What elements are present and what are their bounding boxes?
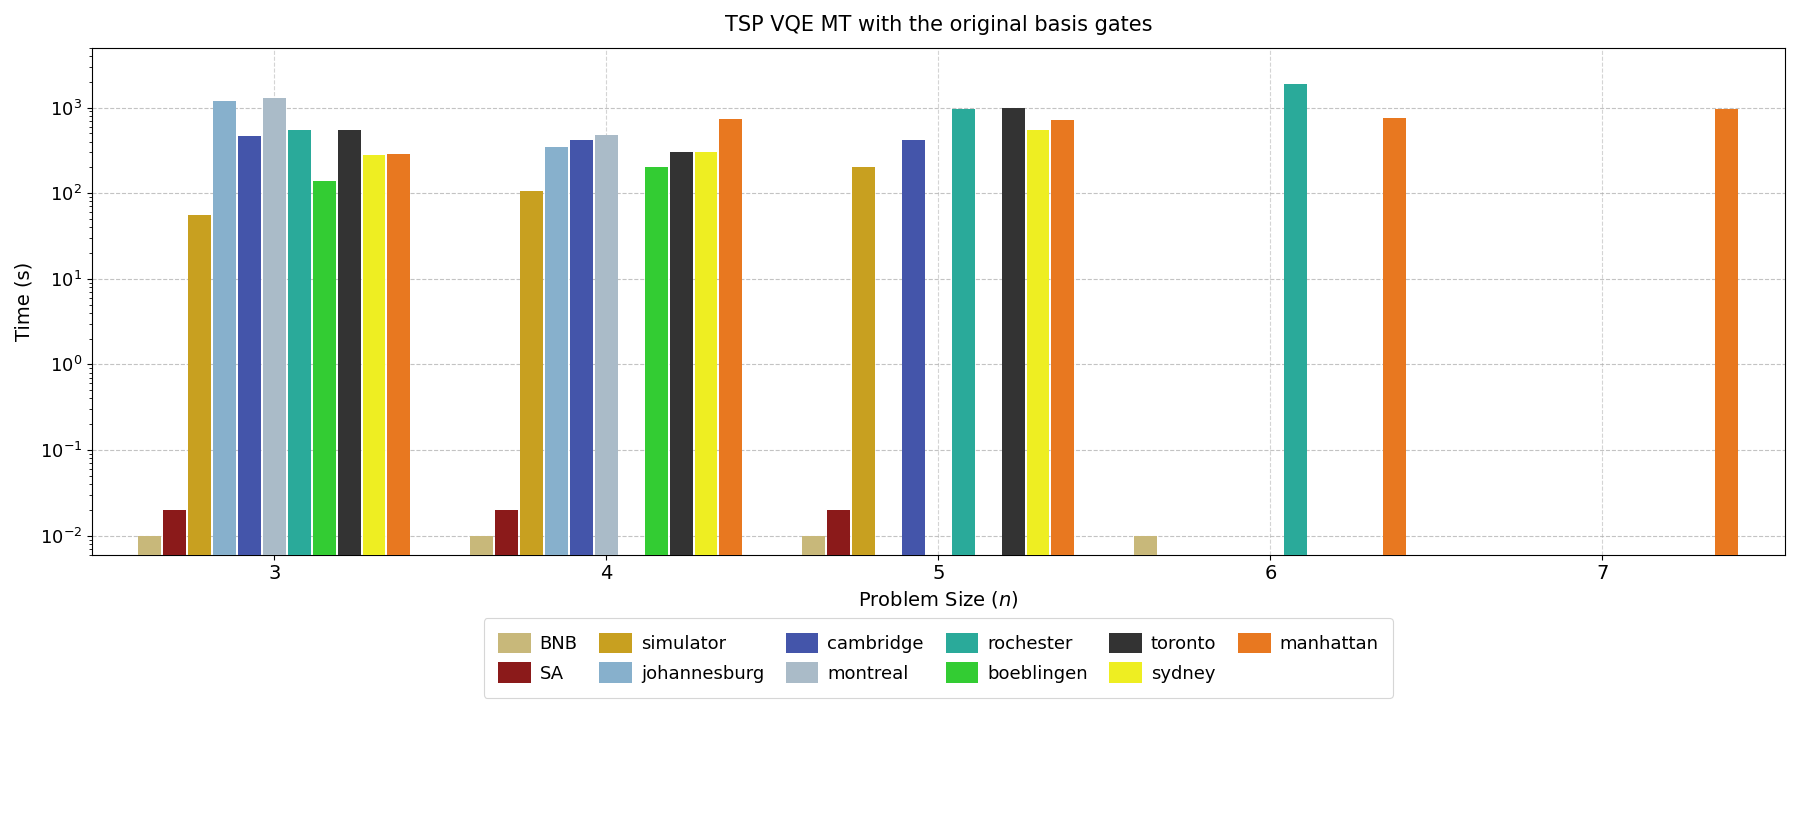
Bar (263, 98, 286, 838)
Bar (828, 510, 850, 838)
Bar (644, 168, 668, 838)
Bar (1715, 110, 1739, 838)
Bar (1001, 107, 1024, 838)
Bar (139, 535, 162, 838)
Legend: BNB, SA, simulator, johannesburg, cambridge, montreal, rochester, boeblingen, to: BNB, SA, simulator, johannesburg, cambri… (484, 618, 1393, 698)
Bar (387, 153, 410, 838)
Bar (571, 140, 592, 838)
X-axis label: Problem Size $(n)$: Problem Size $(n)$ (859, 589, 1019, 610)
Bar (695, 153, 718, 838)
Bar (670, 153, 693, 838)
Bar (313, 181, 335, 838)
Bar (338, 130, 360, 838)
Title: TSP VQE MT with the original basis gates: TSP VQE MT with the original basis gates (725, 15, 1152, 35)
Bar (288, 130, 311, 838)
Bar (1026, 130, 1049, 838)
Bar (212, 101, 236, 838)
Bar (495, 510, 518, 838)
Bar (362, 155, 385, 838)
Y-axis label: Time (s): Time (s) (14, 261, 34, 341)
Bar (1051, 120, 1075, 838)
Bar (803, 535, 826, 838)
Bar (545, 147, 569, 838)
Bar (1134, 535, 1157, 838)
Bar (164, 510, 185, 838)
Bar (902, 140, 925, 838)
Bar (520, 191, 544, 838)
Bar (1384, 118, 1406, 838)
Bar (1283, 84, 1307, 838)
Bar (596, 135, 617, 838)
Bar (851, 168, 875, 838)
Bar (238, 136, 261, 838)
Bar (470, 535, 493, 838)
Bar (952, 110, 976, 838)
Bar (189, 215, 211, 838)
Bar (720, 119, 742, 838)
